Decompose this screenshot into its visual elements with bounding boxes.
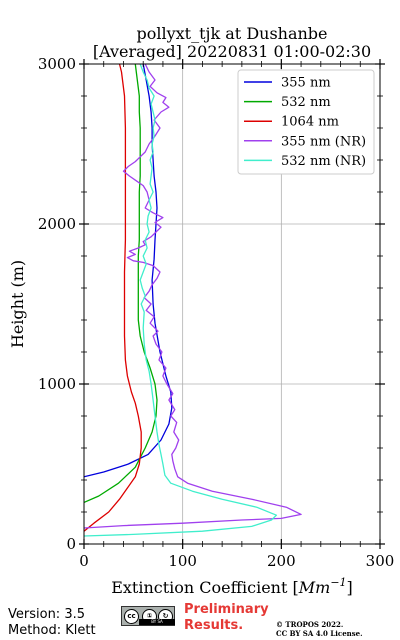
legend-label: 532 nm (NR) — [281, 154, 366, 169]
x-axis-label-close: ] — [347, 578, 353, 597]
x-tick-label: 200 — [267, 552, 296, 570]
license-strip: BY SA — [139, 619, 175, 625]
method-text: Method: Klett — [8, 623, 96, 638]
y-axis-label: Height (m) — [8, 260, 27, 348]
x-axis-label-unit: Mm — [298, 578, 331, 597]
chart-title-line2: [Averaged] 20220831 01:00-02:30 — [92, 42, 372, 61]
x-tick-label: 300 — [366, 552, 395, 570]
cc-license-badge: cc ① ↻ BY SA — [121, 606, 175, 626]
chart-title-line1: pollyxt_tjk at Dushanbe — [136, 24, 328, 43]
legend-label: 355 nm — [281, 76, 331, 91]
x-axis-label: Extinction Coefficient [Mm−1] — [111, 576, 353, 597]
y-tick-label: 0 — [66, 535, 76, 553]
x-tick-label: 0 — [79, 552, 89, 570]
series-line-532-nm-nr — [84, 64, 278, 537]
legend-label: 355 nm (NR) — [281, 134, 366, 149]
version-text: Version: 3.5 — [8, 607, 85, 622]
series-line-532-nm — [84, 64, 158, 503]
x-tick-label: 100 — [168, 552, 197, 570]
y-tick-label: 2000 — [38, 215, 76, 233]
cc-icon: cc — [124, 609, 139, 624]
copyright-line1: © TROPOS 2022. — [276, 620, 344, 629]
legend-label: 532 nm — [281, 95, 331, 110]
series-lines — [84, 64, 302, 537]
preliminary-line2: Results. — [184, 618, 244, 633]
series-line-355-nm-nr — [84, 64, 302, 529]
legend-label: 1064 nm — [281, 115, 339, 130]
copyright-line2: CC BY SA 4.0 License. — [276, 629, 363, 638]
y-tick-label: 1000 — [38, 375, 76, 393]
legend-box — [237, 69, 375, 175]
preliminary-line1: Preliminary — [184, 602, 269, 617]
x-axis-label-text: Extinction Coefficient [ — [111, 578, 299, 597]
legend: 355 nm 532 nm 1064 nm 355 nm (NR) 532 nm (NR… — [237, 69, 375, 175]
series-line-1064-nm — [84, 64, 142, 532]
series-line-355-nm — [84, 64, 173, 478]
x-axis-label-exponent: −1 — [330, 576, 346, 589]
plot-frame — [83, 63, 381, 545]
y-tick-label: 3000 — [38, 55, 76, 73]
axis-ticks — [79, 59, 385, 549]
